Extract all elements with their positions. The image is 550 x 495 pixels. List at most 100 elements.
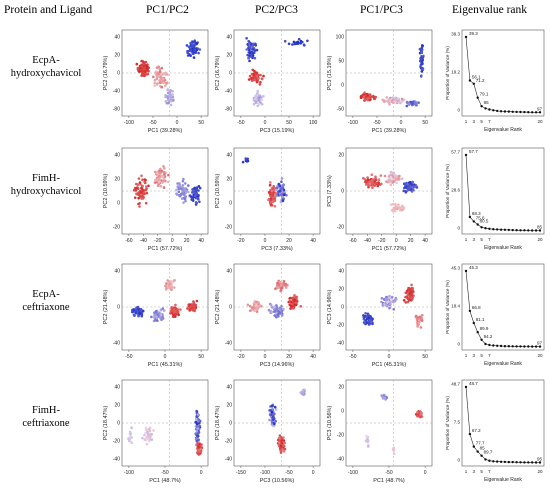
score-point <box>249 309 252 312</box>
x-tick-label: 3 <box>473 237 476 242</box>
scree-point <box>515 229 518 232</box>
score-point <box>171 99 175 102</box>
score-point <box>131 309 135 313</box>
score-point <box>278 308 281 311</box>
score-point <box>389 183 393 187</box>
score-point <box>404 191 408 194</box>
score-point <box>255 71 259 74</box>
score-point <box>397 97 400 100</box>
score-point <box>271 407 274 411</box>
score-point <box>374 181 378 185</box>
score-point <box>419 67 423 70</box>
score-point <box>161 181 164 184</box>
score-point <box>255 74 259 78</box>
score-point <box>268 418 271 422</box>
scree-point <box>496 109 499 113</box>
score-point <box>163 172 166 176</box>
score-point <box>372 94 375 98</box>
scree-point <box>476 331 479 334</box>
score-point <box>381 395 385 399</box>
y-tick-label: 18.4 <box>451 304 460 309</box>
score-point <box>297 37 301 41</box>
score-point <box>166 81 169 84</box>
score-point <box>372 97 376 100</box>
score-point <box>407 287 411 290</box>
x-tick-label: 40 <box>422 238 428 244</box>
score-point <box>129 432 132 436</box>
cumulative-variance-label: 39.3 <box>469 31 478 36</box>
cumulative-variance-label: 67.2 <box>472 428 481 433</box>
panel-p23: -20 0 20 40 40 0 -40 PC3 (14.96%) PC2 (21.48%) <box>215 263 321 368</box>
score-point <box>171 93 174 96</box>
y-tick-label: -40 <box>337 457 344 463</box>
score-point <box>364 439 368 443</box>
score-point <box>256 89 260 93</box>
score-point <box>179 192 183 196</box>
score-point <box>198 186 202 190</box>
score-point <box>162 81 165 84</box>
x-tick-label: 50 <box>198 120 204 126</box>
score-point <box>252 51 255 55</box>
x-axis-label: PC1 (39.28%) <box>148 128 183 134</box>
scree-point <box>484 458 487 461</box>
score-point <box>293 298 296 302</box>
score-point <box>281 448 285 451</box>
x-axis-label: Eigenvalue Rank <box>484 127 522 133</box>
x-tick-label: -50 <box>161 470 168 476</box>
score-point <box>303 388 306 392</box>
score-point <box>164 71 167 75</box>
score-point <box>144 426 148 430</box>
cumulative-variance-label: 94.2 <box>484 334 493 339</box>
x-tick-label: 3 <box>473 353 476 358</box>
score-point <box>170 288 173 291</box>
score-point <box>154 310 158 313</box>
scree-point <box>468 215 472 219</box>
score-point <box>366 96 369 100</box>
score-point <box>274 192 277 196</box>
x-tick-label: 1 <box>465 119 468 124</box>
score-point <box>299 39 303 43</box>
score-point <box>268 192 272 196</box>
score-point <box>145 442 149 446</box>
score-point <box>283 447 287 451</box>
score-point <box>175 188 178 192</box>
scree-point <box>503 228 507 231</box>
x-tick-label: 50 <box>422 354 428 360</box>
score-point <box>247 56 251 60</box>
score-point <box>245 37 248 40</box>
score-point <box>197 438 200 442</box>
score-point <box>140 186 143 190</box>
score-point <box>168 91 172 94</box>
score-point <box>377 181 380 184</box>
row-label-line1: EcpA- <box>32 289 60 300</box>
score-point <box>278 280 281 284</box>
scree-point <box>468 309 472 313</box>
y-tick-label: -20 <box>337 323 344 329</box>
row-label: EcpA-ceftriaxone <box>0 288 92 314</box>
score-point <box>389 173 392 177</box>
score-point <box>159 308 163 311</box>
score-point <box>255 94 259 97</box>
score-point <box>280 193 283 196</box>
score-point <box>137 196 140 200</box>
score-point <box>137 202 140 206</box>
score-point <box>147 437 151 441</box>
y-tick-label: -80 <box>225 107 232 113</box>
y-axis-label: PC2 (16.79%) <box>215 56 221 91</box>
score-point <box>248 304 252 308</box>
score-point <box>395 204 399 207</box>
x-tick-label: 7 <box>488 353 491 358</box>
scree-point <box>511 110 514 114</box>
panel-p12: -50 0 50 40 0 -40 PC1 (45.31%) PC2 (21.48%) <box>103 263 209 368</box>
score-point <box>419 58 423 61</box>
row-label-line1: EcpA- <box>32 55 60 66</box>
row-label-line2: hydroxychavicol <box>10 68 82 79</box>
x-tick-label: -20 <box>378 238 385 244</box>
score-point <box>145 185 148 188</box>
score-point <box>188 53 191 56</box>
score-point <box>419 326 423 329</box>
score-point <box>244 159 248 162</box>
score-point <box>299 305 303 308</box>
x-tick-label: 100 <box>309 120 318 126</box>
panel-p23: -50 0 50 100 40 20 0 -40 -80 PC3 (15.19%) PC2 (16.… <box>215 29 321 134</box>
